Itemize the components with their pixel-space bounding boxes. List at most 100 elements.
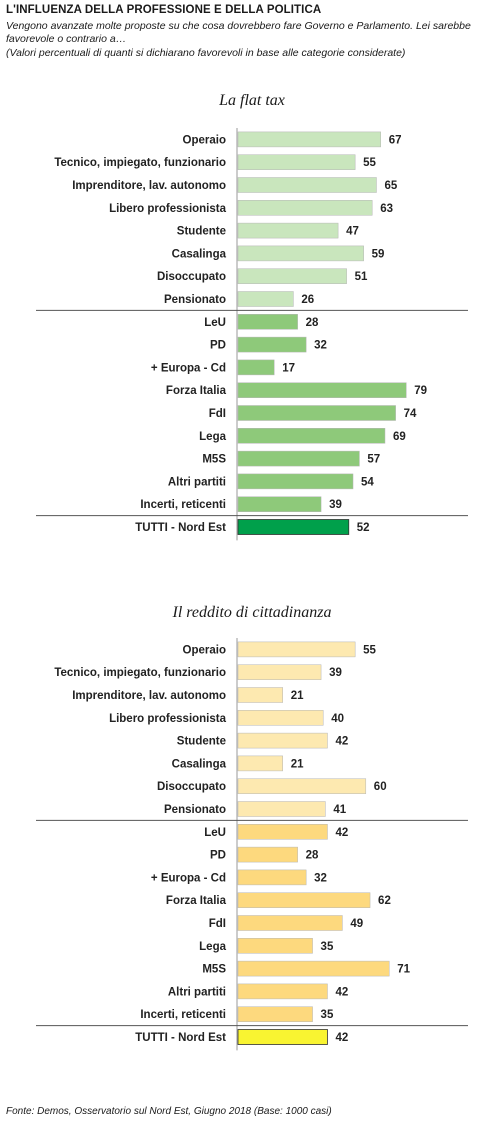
bar-flat-tax: [237, 291, 294, 307]
bar-reddito: [237, 641, 356, 658]
value-label: 41: [333, 804, 346, 816]
value-label: 32: [314, 340, 327, 352]
category-label: LeU: [204, 317, 226, 329]
category-label: Disoccupato: [157, 781, 226, 793]
bar-reddito: [237, 710, 324, 726]
value-label: 59: [372, 248, 385, 260]
category-label: LeU: [204, 827, 226, 839]
category-label: Operaio: [183, 134, 226, 146]
bar-flat-tax: [237, 450, 360, 467]
chart-title-reddito: Il reddito di cittadinanza: [172, 604, 332, 621]
bar-reddito: [237, 1029, 328, 1045]
chart-title-flat-tax: La flat tax: [219, 92, 285, 109]
bar-flat-tax: [237, 405, 396, 421]
value-label: 52: [357, 522, 370, 534]
bar-reddito: [237, 824, 328, 840]
value-label: 55: [363, 644, 376, 656]
value-label: 79: [414, 385, 427, 397]
value-label: 21: [291, 758, 304, 770]
bar-flat-tax: [237, 177, 377, 193]
bar-flat-tax: [237, 131, 381, 148]
bar-flat-tax: [237, 336, 307, 353]
value-label: 63: [380, 203, 393, 215]
category-label: Casalinga: [172, 758, 227, 770]
bar-flat-tax: [237, 382, 407, 398]
value-label: 21: [291, 690, 304, 702]
value-label: 47: [346, 226, 359, 238]
category-label: TUTTI - Nord Est: [135, 522, 226, 534]
value-label: 65: [384, 180, 397, 192]
category-label: Forza Italia: [166, 895, 227, 907]
value-label: 74: [404, 408, 417, 420]
category-label: Studente: [177, 736, 226, 748]
value-label: 51: [355, 271, 368, 283]
source-footer: Fonte: Demos, Osservatorio sul Nord Est,…: [6, 1106, 332, 1117]
bar-reddito: [237, 892, 371, 908]
value-label: 42: [335, 1032, 348, 1044]
bar-flat-tax: [237, 428, 386, 444]
category-label: Libero professionista: [109, 203, 227, 215]
bar-flat-tax: [237, 314, 298, 330]
value-label: 28: [306, 317, 319, 329]
value-label: 42: [335, 736, 348, 748]
bar-flat-tax: [237, 496, 322, 512]
value-label: 35: [321, 941, 334, 953]
value-label: 28: [306, 850, 319, 862]
category-label: Imprenditore, lav. autonomo: [72, 180, 226, 192]
category-label: Studente: [177, 226, 226, 238]
category-label: Lega: [199, 431, 226, 443]
category-label: Incerti, reticenti: [140, 499, 226, 511]
category-label: Tecnico, impiegato, funzionario: [54, 157, 226, 169]
value-label: 69: [393, 431, 406, 443]
category-label: Disoccupato: [157, 271, 226, 283]
category-label: TUTTI - Nord Est: [135, 1032, 226, 1044]
bar-reddito: [237, 983, 328, 1000]
category-label: Libero professionista: [109, 713, 227, 725]
page-heading: L'INFLUENZA DELLA PROFESSIONE E DELLA PO…: [6, 4, 322, 16]
bar-reddito: [237, 755, 283, 772]
bar-reddito: [237, 938, 313, 954]
category-label: Altri partiti: [168, 986, 226, 998]
question-text: Vengono avanzate molte proposte su che c…: [6, 20, 471, 45]
category-label: PD: [210, 340, 226, 352]
value-label: 35: [321, 1009, 334, 1021]
chart-reddito-di-cittadinanza: Operaio 55 Tecnico, impiegato, funzionario…: [36, 638, 468, 1051]
category-label: Tecnico, impiegato, funzionario: [54, 667, 226, 679]
value-label: 26: [301, 294, 314, 306]
bar-flat-tax: [237, 245, 364, 262]
category-label: Forza Italia: [166, 385, 227, 397]
bar-reddito: [237, 915, 343, 931]
bar-flat-tax: [237, 154, 356, 170]
value-label: 54: [361, 476, 374, 488]
category-label: Casalinga: [172, 248, 227, 260]
bar-reddito: [237, 664, 322, 680]
value-label: 49: [350, 918, 363, 930]
category-label: + Europa - Cd: [151, 362, 226, 374]
values-note: (Valori percentuali di quanti si dichiar…: [6, 47, 406, 59]
bar-reddito: [237, 732, 328, 749]
bar-reddito: [237, 801, 326, 817]
bar-flat-tax: [237, 200, 373, 216]
value-label: 71: [397, 964, 410, 976]
value-label: 40: [331, 713, 344, 725]
bar-flat-tax: [237, 222, 339, 239]
value-label: 67: [389, 134, 402, 146]
bar-reddito: [237, 846, 298, 863]
value-label: 42: [335, 986, 348, 998]
category-label: Altri partiti: [168, 476, 226, 488]
category-label: Imprenditore, lav. autonomo: [72, 690, 226, 702]
bar-flat-tax: [237, 268, 347, 284]
bar-reddito: [237, 1006, 313, 1022]
category-label: M5S: [202, 454, 226, 466]
bar-reddito: [237, 778, 367, 794]
category-label: M5S: [202, 964, 226, 976]
bar-flat-tax: [237, 519, 350, 535]
category-label: FdI: [209, 918, 226, 930]
value-label: 60: [374, 781, 387, 793]
bar-reddito: [237, 960, 390, 977]
category-label: Incerti, reticenti: [140, 1009, 226, 1021]
value-label: 42: [335, 827, 348, 839]
bar-reddito: [237, 869, 307, 886]
value-label: 32: [314, 872, 327, 884]
category-label: + Europa - Cd: [151, 872, 226, 884]
